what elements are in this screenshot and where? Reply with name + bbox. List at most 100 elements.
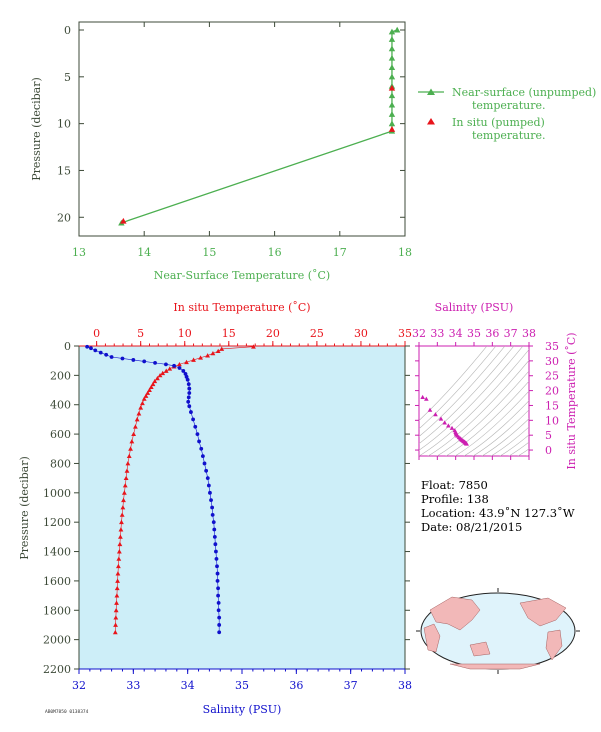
temperature-point: [122, 483, 128, 488]
ts-temperature-tick-label: 30: [545, 355, 559, 368]
ts-temperature-tick-label: 25: [545, 370, 559, 383]
pressure-tick-label: 1800: [43, 604, 71, 617]
salinity-point: [172, 363, 176, 368]
temperature-point: [157, 372, 163, 378]
near-surface-xlabel: Near-Surface Temperature (˚C): [154, 269, 330, 282]
unpumped-temperature-point: [388, 120, 396, 127]
unpumped-temperature-point: [388, 64, 396, 71]
ts-density-contour: [517, 448, 529, 456]
salinity-point: [131, 358, 136, 362]
salinity-point: [210, 512, 215, 517]
temperature-point: [140, 400, 145, 406]
map-land-north-america: [519, 597, 567, 627]
salinity-point: [120, 356, 125, 361]
unpumped-temperature-point: [393, 26, 401, 33]
ts-temperature-tick-label: 35: [545, 340, 559, 353]
pressure-tick-label: 800: [50, 457, 71, 470]
profile-number: Profile: 138: [421, 492, 489, 506]
legend-label-unpumped: Near-surface (unpumped) temperature.: [452, 86, 596, 112]
temperature-tick-label: 20: [266, 327, 280, 340]
temperature-point: [125, 461, 131, 466]
salinity-point: [216, 593, 220, 598]
salinity-point: [208, 490, 212, 495]
ts-density-contour: [427, 359, 529, 456]
salinity-point: [217, 615, 222, 620]
temperature-point: [143, 393, 149, 398]
ts-salinity-tick-label: 35: [467, 327, 481, 340]
temperature-point: [160, 370, 166, 376]
ts-temperature-tick-label: 5: [545, 429, 552, 442]
temperature-point: [167, 366, 173, 371]
map-land-south-america: [545, 629, 563, 661]
salinity-point: [187, 386, 192, 391]
temperature-point: [210, 350, 216, 356]
pressure-tick-label: 1000: [43, 487, 71, 500]
temperature-point: [219, 346, 225, 351]
salinity-point: [214, 549, 218, 554]
pressure-tick-label: 0: [64, 340, 71, 353]
salinity-point: [186, 395, 191, 400]
salinity-point: [93, 348, 98, 353]
salinity-point: [104, 352, 109, 357]
temperature-point: [152, 378, 158, 384]
salinity-point: [184, 374, 189, 379]
salinity-tick-label: 32: [72, 679, 86, 692]
temperature-point: [191, 357, 196, 362]
temperature-point: [113, 622, 118, 627]
temperature-tick-label: 10: [178, 327, 192, 340]
legend-label-pumped: In situ (pumped) temperature.: [452, 116, 546, 142]
salinity-point: [189, 410, 193, 414]
ts-point: [449, 425, 455, 430]
temperature-point: [128, 446, 133, 451]
salinity-point: [177, 366, 182, 370]
ts-plot-frame: [418, 345, 530, 457]
near-surface-plot-frame: [78, 21, 406, 237]
salinity-point: [186, 399, 191, 404]
ts-salinity-tick-label: 36: [485, 327, 499, 340]
profile-salinity-label: Salinity (PSU): [203, 703, 282, 716]
ts-density-contour: [419, 346, 506, 437]
temperature-point: [115, 578, 120, 583]
profile-date: Date: 08/21/2015: [421, 520, 522, 534]
ts-point: [438, 416, 444, 421]
legend-marker-pumped: [427, 118, 435, 125]
salinity-point: [217, 623, 222, 627]
pressure-tick-label: 600: [50, 428, 71, 441]
salinity-point: [204, 468, 209, 473]
temperature-point: [121, 497, 126, 503]
ts-density-contour: [419, 349, 529, 456]
unpumped-temperature-point: [388, 101, 396, 108]
ts-point: [442, 420, 447, 425]
temperature-point: [119, 519, 124, 525]
ts-salinity-label: Salinity (PSU): [435, 301, 514, 314]
ts-density-contour: [463, 400, 529, 456]
salinity-point: [193, 424, 198, 429]
salinity-tick-label: 36: [289, 679, 303, 692]
temperature-point: [116, 556, 122, 561]
x-tick-label: 16: [268, 246, 282, 259]
float-location: Location: 43.9˚N 127.3˚W: [421, 506, 575, 520]
salinity-point: [216, 608, 221, 613]
float-id: Float: 7850: [421, 478, 488, 492]
salinity-point: [85, 344, 90, 349]
salinity-point: [215, 564, 219, 569]
ts-density-contour: [472, 409, 529, 456]
temperature-tick-label: 25: [310, 327, 324, 340]
pressure-tick-label: 2000: [43, 634, 71, 647]
pumped-temperature-point: [388, 84, 396, 91]
pressure-tick-label: 1200: [43, 516, 71, 529]
salinity-tick-label: 38: [398, 679, 412, 692]
y-tick-label: 5: [64, 71, 71, 84]
temperature-point: [115, 571, 121, 576]
unpumped-temperature-point: [388, 54, 396, 61]
temperature-point: [177, 361, 182, 367]
salinity-point: [216, 586, 220, 591]
temperature-point: [132, 424, 138, 429]
ts-density-contour: [436, 370, 529, 456]
y-tick-label: 20: [57, 211, 71, 224]
ts-density-contour: [419, 346, 524, 451]
salinity-point: [216, 601, 221, 605]
temperature-point: [113, 607, 119, 613]
temperature-point: [116, 549, 122, 554]
